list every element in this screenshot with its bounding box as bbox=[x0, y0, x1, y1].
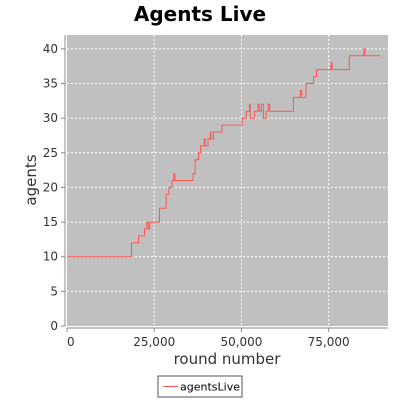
y-tick-label: 25 bbox=[43, 146, 58, 160]
grid-lines bbox=[67, 35, 388, 326]
y-tick-label: 20 bbox=[43, 180, 58, 194]
ticks: 0 5 10 15 20 25 30 35 40 0 25,000 50,000 75,000 bbox=[43, 42, 350, 349]
legend-label: agentsLive bbox=[180, 381, 240, 394]
y-axis-label: agents bbox=[22, 154, 40, 205]
chart-title: Agents Live bbox=[134, 2, 266, 26]
series-line-agentsLive bbox=[67, 48, 381, 258]
x-tick-label: 0 bbox=[67, 335, 75, 349]
x-tick-label: 25,000 bbox=[133, 335, 175, 349]
series-layer bbox=[67, 48, 381, 258]
legend-box bbox=[157, 375, 243, 398]
y-tick-label: 30 bbox=[43, 111, 58, 125]
y-tick-label: 5 bbox=[50, 284, 58, 298]
x-tick-label: 75,000 bbox=[308, 335, 350, 349]
y-tick-label: 15 bbox=[43, 215, 58, 229]
y-tick-label: 10 bbox=[43, 250, 58, 264]
x-axis-label: round number bbox=[174, 350, 282, 368]
y-tick-label: 0 bbox=[50, 319, 58, 333]
legend: agentsLive bbox=[157, 375, 243, 398]
y-tick-label: 35 bbox=[43, 77, 58, 91]
plot-area bbox=[67, 35, 388, 326]
y-tick-label: 40 bbox=[43, 42, 58, 56]
x-tick-label: 50,000 bbox=[220, 335, 262, 349]
